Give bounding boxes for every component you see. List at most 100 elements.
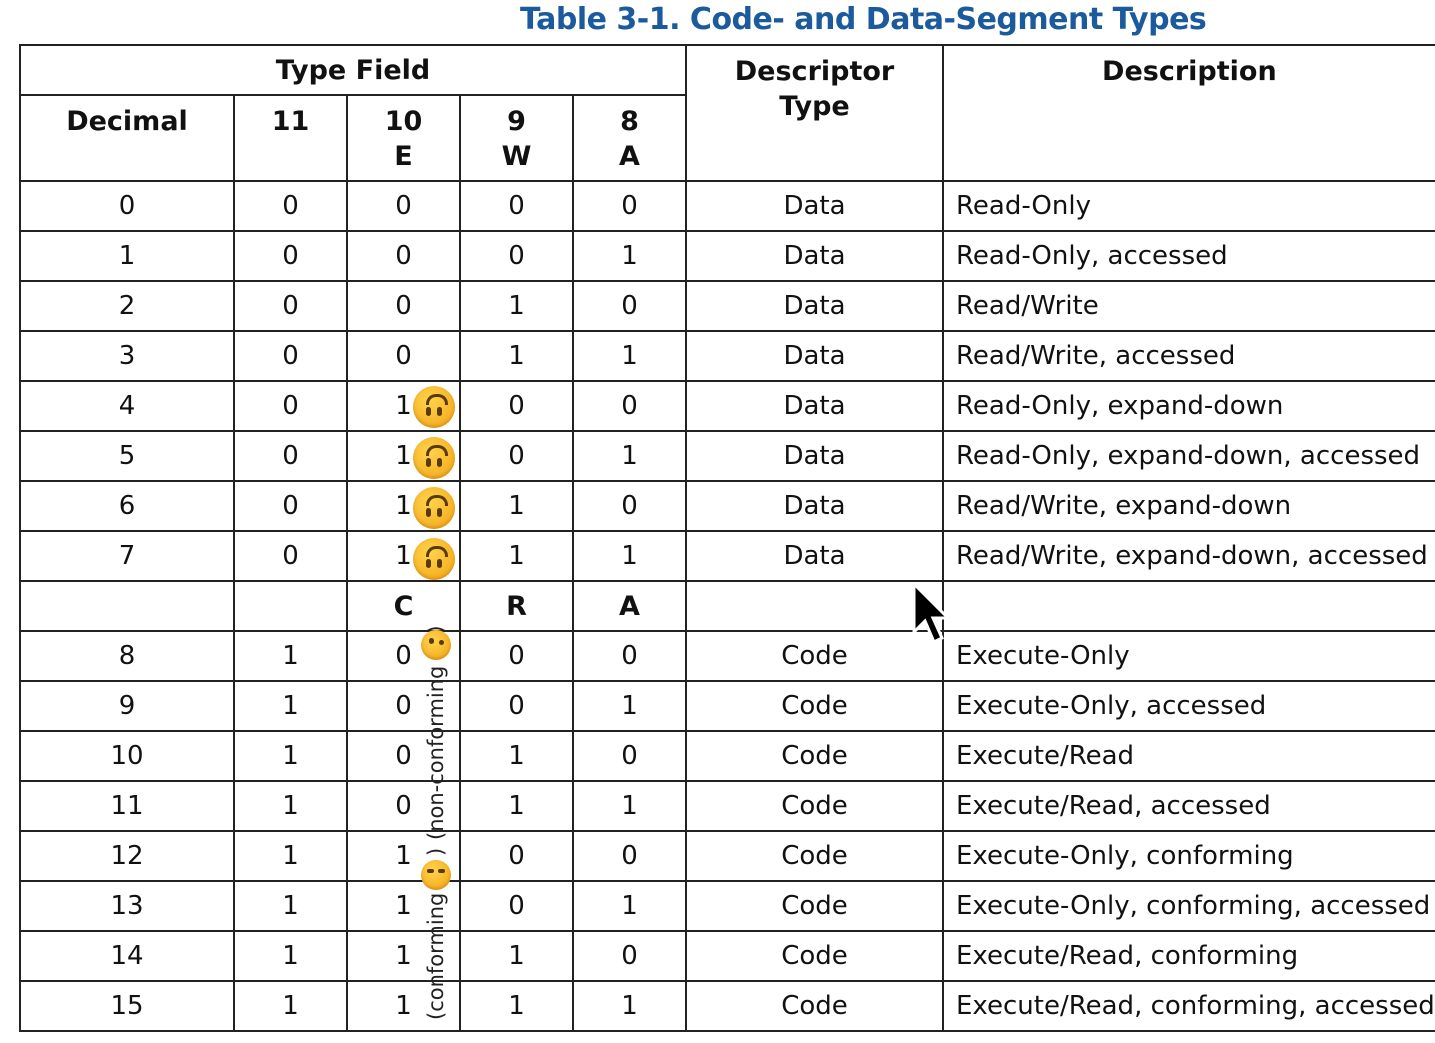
bit8-cell: 0 — [572, 480, 687, 532]
bit9-cell: 1 — [459, 980, 574, 1032]
bit11-cell: 0 — [233, 430, 348, 482]
table-row: 4 0 1 0 0 Data Read-Only, expand-down — [19, 380, 1435, 432]
bit8-cell: 0 — [572, 930, 687, 982]
decimal-cell: 13 — [19, 880, 235, 932]
bit9-cell: 0 — [459, 630, 574, 682]
bit8-cell: 0 — [572, 730, 687, 782]
table-row: 8 1 0 0 0 Code Execute-Only — [19, 630, 1435, 682]
bit10-letter: E — [394, 141, 413, 172]
decimal-cell: 4 — [19, 380, 235, 432]
table-title: Table 3-1. Code- and Data-Segment Types — [520, 2, 1207, 37]
upside-down-face-icon — [413, 487, 455, 529]
bit9-number: 9 — [507, 106, 526, 137]
bit10-cell: 0 — [346, 330, 461, 382]
table-row: 13 1 1 0 1 Code Execute-Only, conforming, acce… — [19, 880, 1435, 932]
non-conforming-label: (non-conforming) — [424, 625, 448, 840]
mouse-pointer-icon — [912, 582, 952, 645]
decimal-cell: 1 — [19, 230, 235, 282]
bit11-cell: 1 — [233, 880, 348, 932]
bit9-cell: 0 — [459, 830, 574, 882]
descriptor-type-cell: Code — [685, 980, 944, 1032]
table-row: 12 1 1 0 0 Code Execute-Only, conforming — [19, 830, 1435, 882]
bit9-cell: 0 — [459, 880, 574, 932]
bit9-cell: 0 — [459, 230, 574, 282]
table-row: 7 0 1 1 1 Data Read/Write, expand-down, access… — [19, 530, 1435, 582]
decimal-cell: 8 — [19, 630, 235, 682]
bit8-cell: 0 — [572, 630, 687, 682]
description-cell: Execute/Read — [942, 730, 1435, 782]
bit11-cell: 1 — [233, 830, 348, 882]
description-cell: Read-Only, expand-down, accessed — [942, 430, 1435, 482]
bit11-cell: 0 — [233, 530, 348, 582]
bit11-cell: 1 — [233, 680, 348, 732]
decimal-cell: 12 — [19, 830, 235, 882]
non-conforming-text: (non-conforming — [424, 665, 448, 840]
bit8-letter: A — [619, 141, 640, 172]
descriptor-type-cell: Code — [685, 630, 944, 682]
description-cell: Execute/Read, conforming — [942, 930, 1435, 982]
bit9-cell: 1 — [459, 780, 574, 832]
descriptor-type-cell: Code — [685, 830, 944, 882]
bit11-cell: 0 — [233, 280, 348, 332]
decimal-cell: 11 — [19, 780, 235, 832]
bit9-cell: 0 — [459, 430, 574, 482]
decimal-cell: 5 — [19, 430, 235, 482]
description-cell: Execute-Only, accessed — [942, 680, 1435, 732]
expressionless-face-icon — [421, 860, 451, 890]
bit10-cell: 0 — [346, 680, 461, 732]
code-subheader-row: C R A — [19, 580, 1435, 632]
non-conforming-close: ) — [424, 625, 448, 634]
description-cell: Execute/Read, conforming, accessed — [942, 980, 1435, 1032]
description-header: Description — [942, 44, 1435, 182]
decimal-cell: 10 — [19, 730, 235, 782]
decimal-cell: 14 — [19, 930, 235, 982]
bit10-cell: 0 — [346, 280, 461, 332]
upside-down-face-icon — [413, 537, 455, 580]
bit11-cell: 1 — [233, 980, 348, 1032]
bit10-cell: 0 — [346, 730, 461, 782]
bit11-cell: 1 — [233, 730, 348, 782]
bit8-cell: 1 — [572, 880, 687, 932]
bit11-cell: 0 — [233, 330, 348, 382]
table-row: 15 1 1 1 1 Code Execute/Read, conforming, acce… — [19, 980, 1435, 1032]
bit8-cell: 0 — [572, 280, 687, 332]
bit11-cell: 1 — [233, 630, 348, 682]
bit11-cell: 0 — [233, 180, 348, 232]
bit11-cell: 1 — [233, 780, 348, 832]
upside-down-face-icon — [413, 436, 455, 479]
conforming-close-label: ) — [424, 848, 448, 856]
bit10-cell: 0 — [346, 780, 461, 832]
decimal-cell: 6 — [19, 480, 235, 532]
bit8-cell: 1 — [572, 230, 687, 282]
descriptor-type-cell: Code — [685, 730, 944, 782]
bit8-cell: 1 — [572, 780, 687, 832]
empty-cell — [685, 580, 944, 632]
description-cell: Execute-Only, conforming, accessed — [942, 880, 1435, 932]
table-row: 1 0 0 0 1 Data Read-Only, accessed — [19, 230, 1435, 282]
description-cell: Execute-Only — [942, 630, 1435, 682]
table-row: 2 0 0 1 0 Data Read/Write — [19, 280, 1435, 332]
table-row: 3 0 0 1 1 Data Read/Write, accessed — [19, 330, 1435, 382]
description-cell: Read/Write, accessed — [942, 330, 1435, 382]
description-cell: Read-Only, expand-down — [942, 380, 1435, 432]
decimal-cell: 2 — [19, 280, 235, 332]
bit9-cell: 1 — [459, 930, 574, 982]
table-row: 11 1 0 1 1 Code Execute/Read, accessed — [19, 780, 1435, 832]
descriptor-type-cell: Code — [685, 780, 944, 832]
decimal-cell: 9 — [19, 680, 235, 732]
segment-types-table: Type Field Descriptor Type Description D… — [19, 44, 1435, 1032]
zany-face-icon — [421, 630, 451, 660]
bit11-cell: 1 — [233, 930, 348, 982]
bit8-cell: 1 — [572, 980, 687, 1032]
code-rows: 8 1 0 0 0 Code Execute-Only 9 1 0 0 1 Code Execute-On… — [19, 630, 1435, 1032]
description-cell: Execute-Only, conforming — [942, 830, 1435, 882]
bit8-cell: 0 — [572, 180, 687, 232]
bit10-cell: 0 — [346, 180, 461, 232]
upside-down-face-icon — [413, 386, 455, 428]
bit10-number: 10 — [384, 106, 423, 137]
table-row: 0 0 0 0 0 Data Read-Only — [19, 180, 1435, 232]
description-cell: Read-Only — [942, 180, 1435, 232]
description-cell: Execute/Read, accessed — [942, 780, 1435, 832]
